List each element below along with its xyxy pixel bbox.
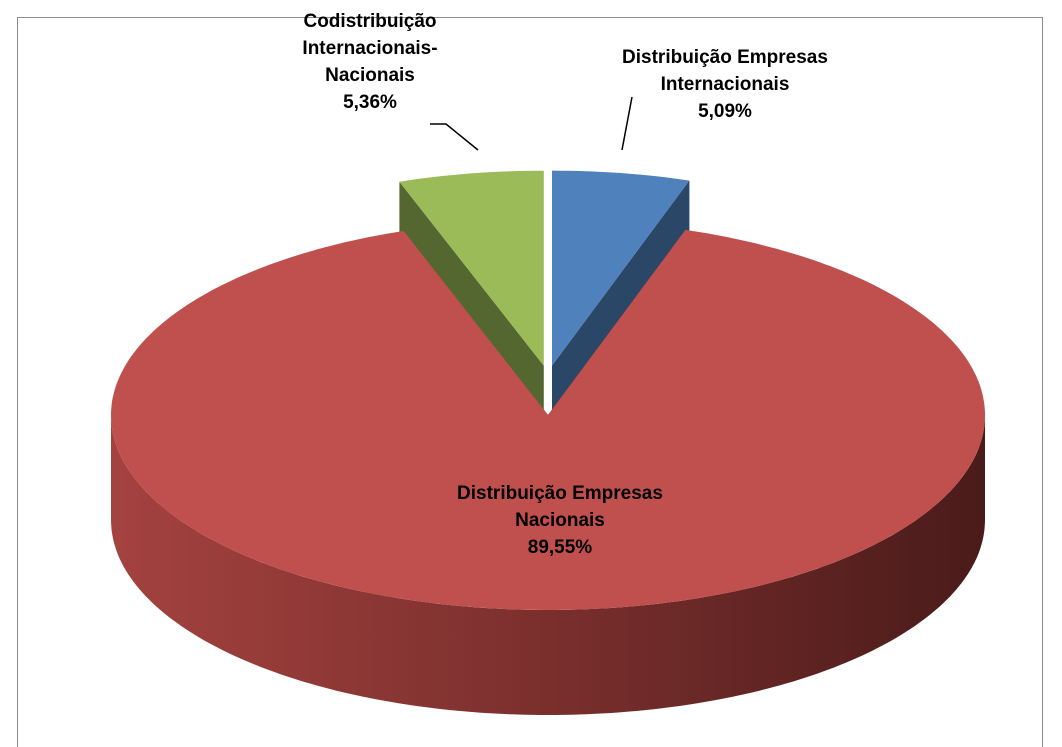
slice-label: Distribuição Empresas Nacionais 89,55% — [430, 480, 690, 561]
leader-line — [621, 96, 633, 151]
chart-frame — [17, 17, 1043, 747]
category-label: Distribuição Empresas Nacionais — [457, 483, 663, 531]
slice — [111, 229, 985, 610]
slice-side — [111, 415, 985, 715]
value-label: 5,09% — [698, 101, 752, 122]
slice — [552, 170, 690, 366]
category-label: Distribuição Empresas Internacionais — [622, 47, 828, 95]
slice-label: Codistribuição Internacionais-Nacionais 5… — [270, 8, 470, 116]
value-label: 5,36% — [343, 92, 397, 113]
slice-label: Distribuição Empresas Internacionais 5,09… — [600, 44, 850, 125]
value-label: 89,55% — [527, 537, 593, 558]
slice — [399, 170, 544, 366]
category-label: Codistribuição Internacionais-Nacionais — [302, 11, 438, 86]
leader-line — [430, 123, 479, 151]
